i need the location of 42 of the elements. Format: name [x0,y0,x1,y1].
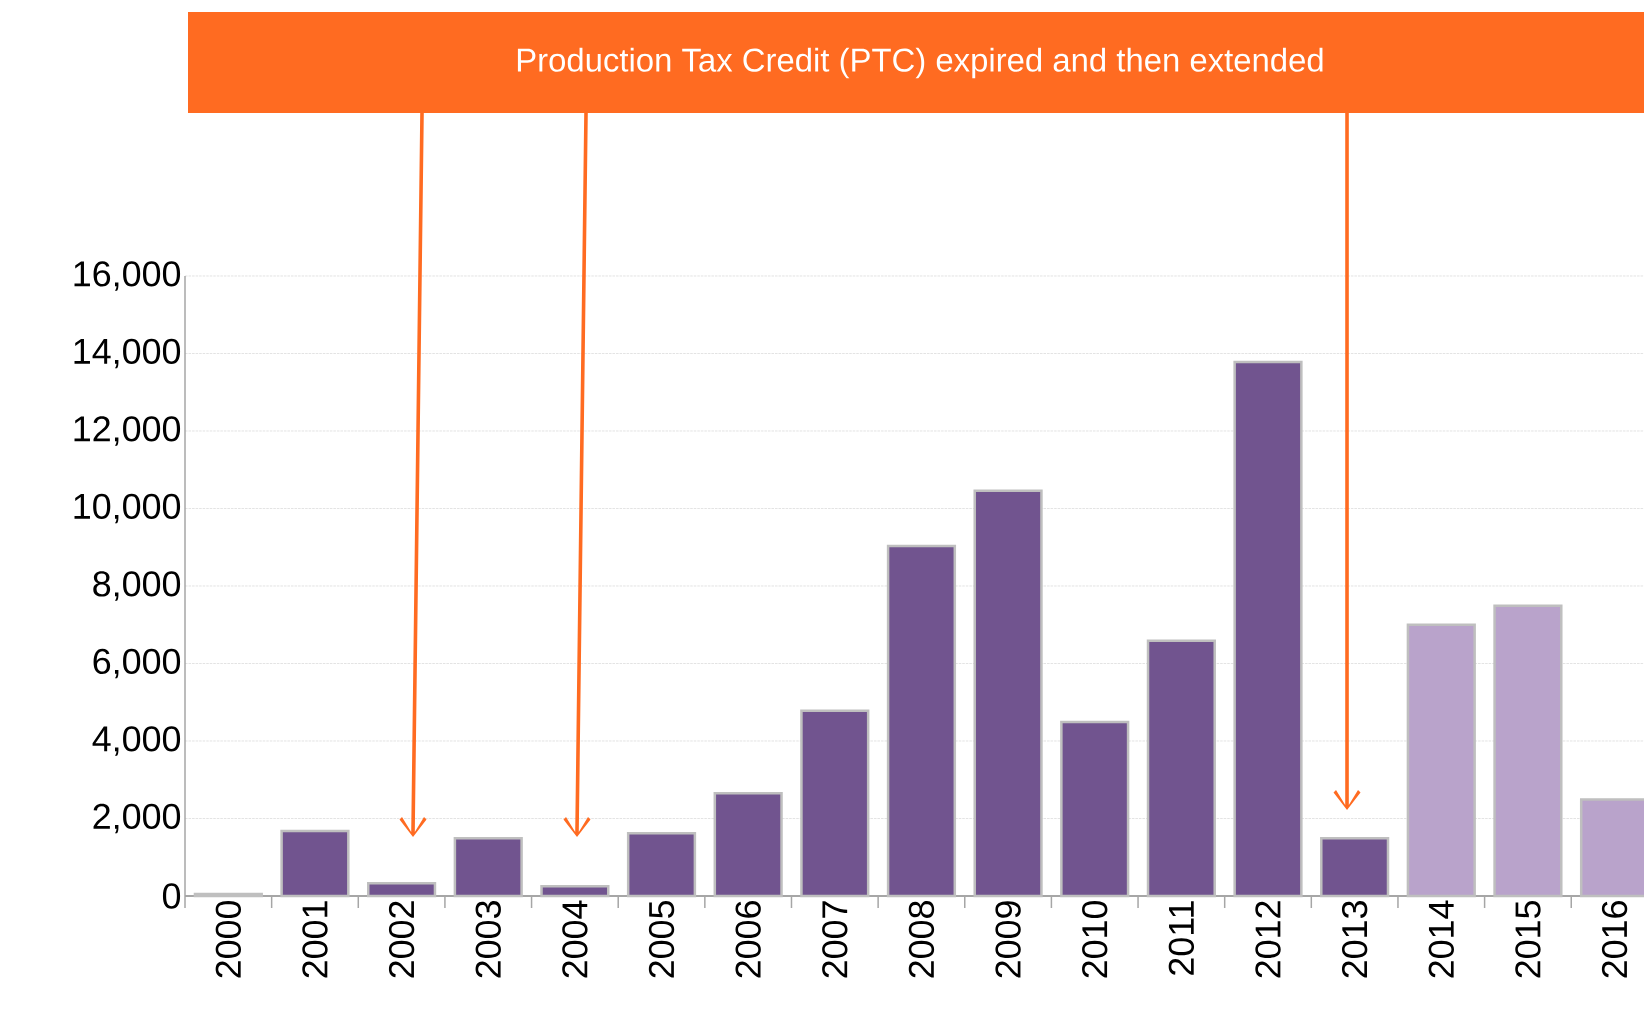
y-tick-label: 10,000 [74,493,181,524]
x-tick-label: 2012 [1255,901,1281,978]
bar [626,831,697,898]
y-tick-label: 6,000 [93,648,181,679]
y-tick-label: 12,000 [74,416,181,446]
bar [973,489,1043,898]
x-tick-label: 2000 [215,900,242,978]
x-tick-label: 2014 [1428,900,1454,978]
bar [1233,360,1303,898]
x-tick-label: 2011 [1168,901,1195,975]
x-tick-label: 2009 [995,901,1021,978]
bar [1493,604,1563,898]
x-tick-label: 2002 [388,901,415,978]
bar [713,792,783,898]
bar [1320,837,1390,898]
x-tick-label: 2001 [302,901,328,978]
x-tick-label: 2006 [735,901,761,978]
y-tick-label: 16,000 [74,261,181,291]
bar [280,829,350,898]
bar [540,885,610,898]
y-tick-label: 0 [162,883,181,909]
x-tick-label: 2010 [1082,900,1108,978]
x-tick-label: 2013 [1341,901,1368,978]
bar [367,881,437,898]
y-tick-label: 2,000 [93,803,181,834]
y-tick-label: 14,000 [74,338,181,369]
y-tick-label: 8,000 [93,571,181,601]
bar [1060,720,1130,898]
bar [1406,623,1476,898]
x-tick-label: 2005 [648,901,675,978]
x-tick-label: 2003 [475,901,501,978]
x-tick-label: 2008 [908,901,935,978]
bar [886,544,957,898]
bar [1146,639,1216,898]
bar [800,709,870,898]
x-tick-label: 2016 [1601,901,1628,978]
x-tick-label: 2004 [562,900,588,978]
x-tick-label: 2007 [822,901,848,978]
y-tick-label: 4,000 [92,726,181,756]
text: Production Tax Credit (PTC) expired and then extended [517,47,1323,79]
bar [453,837,523,898]
x-tick-label: 2015 [1515,901,1541,978]
